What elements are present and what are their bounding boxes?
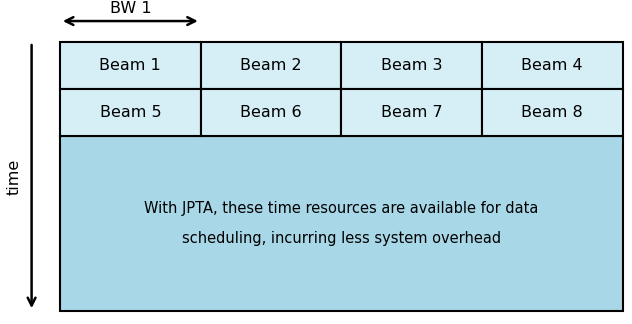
Text: Beam 6: Beam 6 [240,105,302,120]
Text: Beam 7: Beam 7 [380,105,442,120]
Text: BW 1: BW 1 [109,1,151,16]
Bar [60,42,201,89]
Bar [482,42,623,89]
Text: Beam 5: Beam 5 [99,105,161,120]
Bar [60,89,201,136]
Text: Beam 3: Beam 3 [381,58,442,73]
Text: scheduling, incurring less system overhead: scheduling, incurring less system overhe… [182,231,501,246]
Text: time: time [6,158,21,195]
Bar [60,136,623,311]
Text: Beam 1: Beam 1 [99,58,161,73]
Bar [482,89,623,136]
Text: Beam 2: Beam 2 [240,58,302,73]
Bar [341,89,482,136]
Text: With JPTA, these time resources are available for data: With JPTA, these time resources are avai… [144,202,538,216]
Bar [341,42,482,89]
Text: Beam 8: Beam 8 [521,105,583,120]
Bar [201,42,341,89]
Text: Beam 4: Beam 4 [521,58,583,73]
Bar [201,89,341,136]
